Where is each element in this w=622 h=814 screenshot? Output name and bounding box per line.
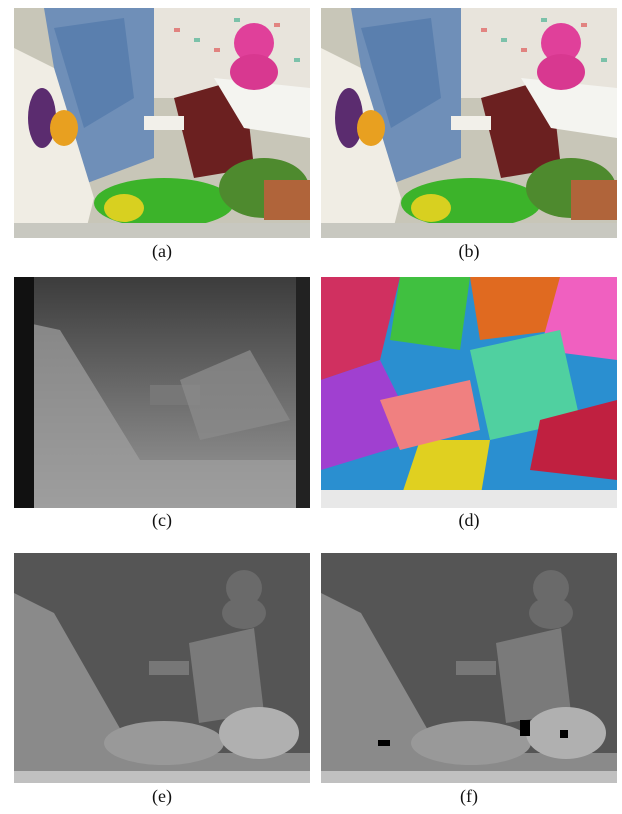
image-panel bbox=[321, 553, 617, 783]
image-panel bbox=[14, 553, 310, 783]
panel-caption: (a) bbox=[152, 241, 172, 262]
figure: (a) (b) (c) (d) (e) (f) bbox=[0, 0, 622, 809]
panel-caption: (e) bbox=[152, 786, 172, 807]
image-panel bbox=[321, 8, 617, 238]
image-panel bbox=[14, 8, 310, 238]
panel-caption: (c) bbox=[152, 510, 172, 531]
panel-caption: (b) bbox=[459, 241, 480, 262]
panel-caption: (d) bbox=[459, 510, 480, 531]
panel-caption: (f) bbox=[460, 786, 478, 807]
image-panel bbox=[321, 277, 617, 508]
image-panel bbox=[14, 277, 310, 508]
